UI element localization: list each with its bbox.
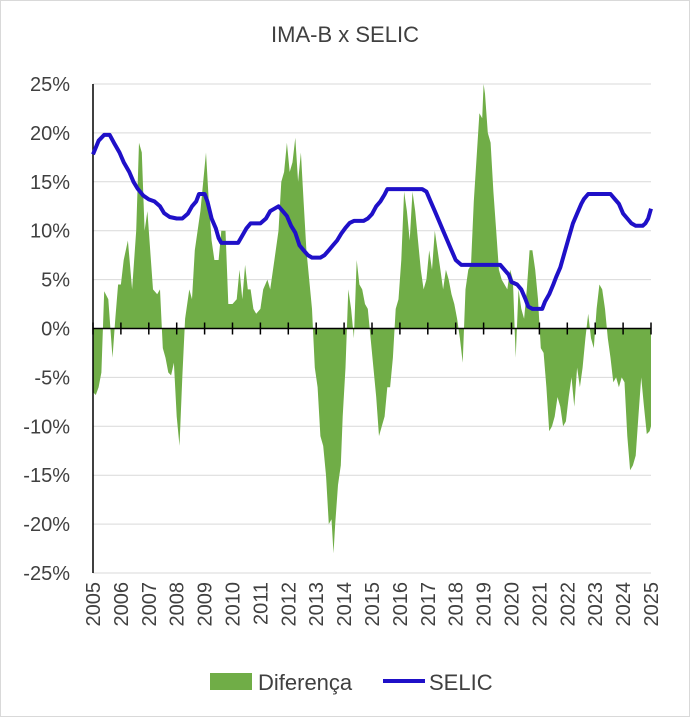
series-area-diferenca (93, 84, 651, 554)
x-tick-label-2025: 2025 (641, 582, 663, 627)
x-tick-label-2006: 2006 (111, 582, 133, 627)
x-tick-label-2005: 2005 (83, 582, 105, 627)
y-tick-label-10: -25% (23, 563, 70, 585)
x-tick-label-2011: 2011 (250, 582, 272, 625)
y-tick-label-4: 5% (41, 270, 70, 292)
x-tick-label-2010: 2010 (223, 582, 245, 627)
legend-label-selic: SELIC (429, 670, 493, 695)
y-tick-label-1: 20% (30, 123, 70, 145)
y-tick-label-8: -15% (23, 465, 70, 487)
x-tick-label-2012: 2012 (278, 582, 300, 627)
y-tick-label-5: 0% (41, 319, 70, 341)
legend-swatch-diferenca (210, 673, 252, 690)
diferenca-area-layer (93, 84, 651, 554)
x-tick-label-2013: 2013 (306, 582, 328, 627)
x-tick-label-2017: 2017 (418, 582, 440, 627)
y-tick-label-3: 10% (30, 221, 70, 243)
y-tick-label-7: -10% (23, 416, 70, 438)
chart-title: IMA-B x SELIC (271, 22, 419, 47)
y-tick-label-0: 25% (30, 74, 70, 96)
x-axis-labels: 2005 2006 2007 2008 2009 2010 2011 2012 2013 2014… (83, 582, 663, 627)
x-tick-label-2024: 2024 (613, 582, 635, 627)
legend: Diferença SELIC (210, 670, 493, 695)
axes (92, 84, 652, 573)
x-tick-label-2016: 2016 (390, 582, 412, 627)
y-tick-label-6: -5% (34, 367, 70, 389)
x-tick-label-2023: 2023 (585, 582, 607, 627)
y-axis-labels: 25% 20% 15% 10% 5% 0% -5% -10% -15% -20% -25% (23, 74, 70, 585)
x-tick-label-2014: 2014 (334, 582, 356, 627)
legend-label-diferenca: Diferença (258, 670, 353, 695)
x-tick-label-2008: 2008 (167, 582, 189, 627)
x-tick-label-2022: 2022 (557, 582, 579, 627)
selic-line-layer (91, 132, 653, 311)
y-tick-label-2: 15% (30, 172, 70, 194)
x-tick-label-2018: 2018 (446, 582, 468, 627)
x-tick-label-2020: 2020 (502, 582, 524, 627)
x-tick-label-2007: 2007 (139, 582, 161, 627)
x-tick-label-2021: 2021 (529, 582, 551, 627)
y-tick-label-9: -20% (23, 514, 70, 536)
series-line-selic (91, 132, 653, 311)
x-tick-label-2009: 2009 (195, 582, 217, 627)
x-tick-label-2019: 2019 (474, 582, 496, 627)
x-tick-label-2015: 2015 (362, 582, 384, 627)
